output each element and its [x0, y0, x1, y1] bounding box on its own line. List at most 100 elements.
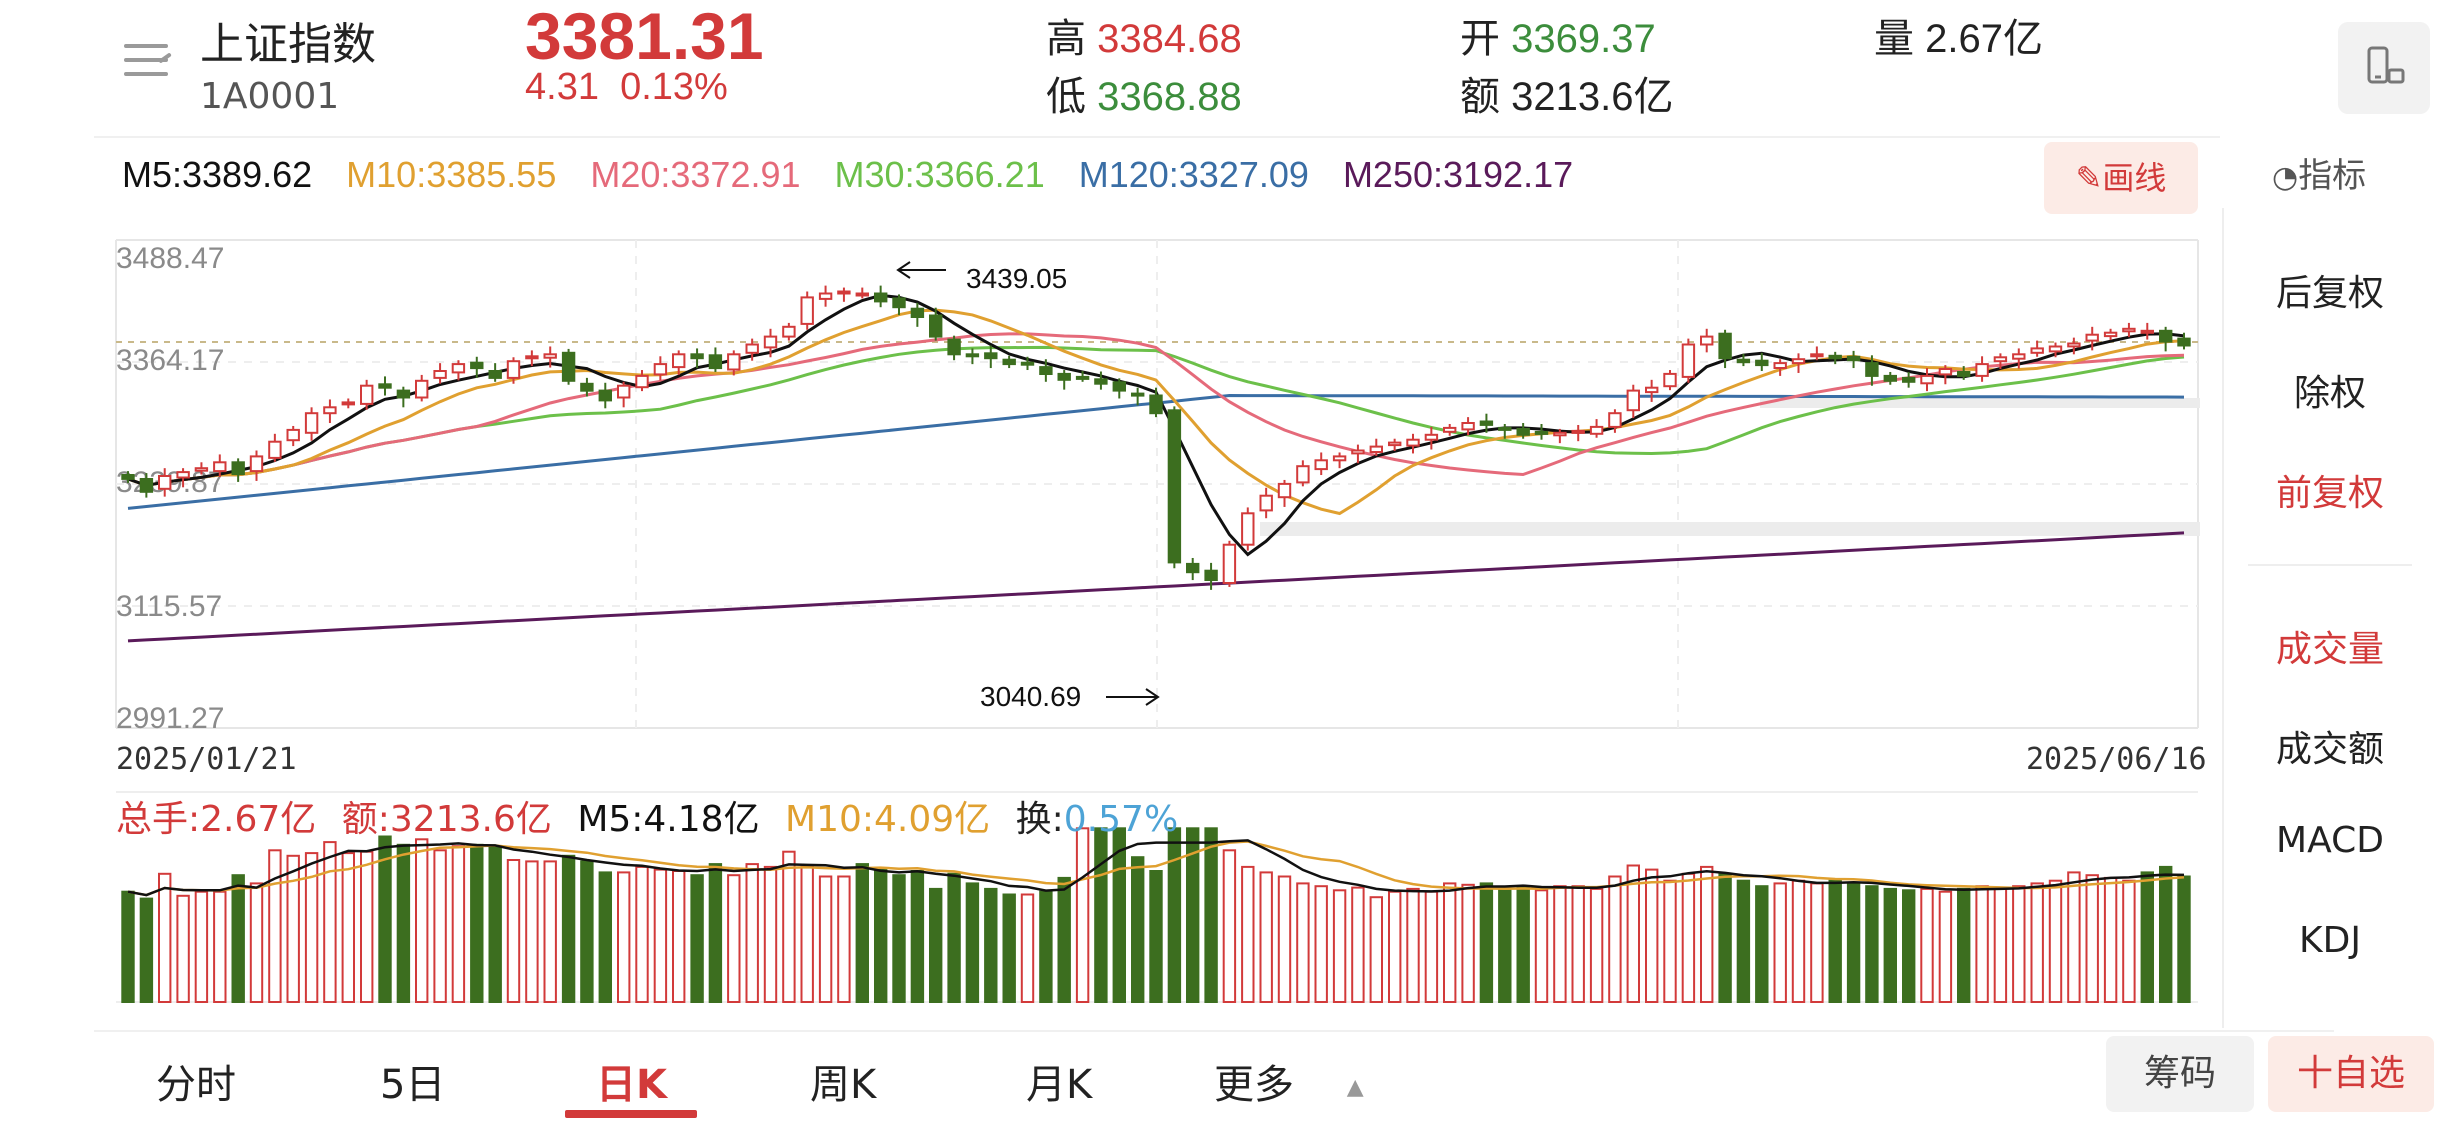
kline-chart[interactable]: 3488.47 3364.17 3239.87 3115.57 2991.27 … — [0, 0, 2222, 1030]
menu-icon[interactable] — [124, 44, 174, 86]
volume-bar — [1112, 827, 1126, 1003]
volume-bar — [451, 845, 466, 1004]
vol-total: 总手:2.67亿 — [116, 799, 317, 840]
volume-bar — [433, 849, 447, 1003]
candle-up — [635, 374, 649, 389]
ma250-line — [127, 531, 2185, 643]
low-field: 低 3368.88 — [1046, 64, 1242, 122]
candle-up — [763, 335, 778, 349]
candle-up — [2067, 342, 2081, 348]
volume-bar — [2103, 876, 2118, 1004]
volume-bar — [874, 868, 888, 1003]
candle-up — [1773, 362, 1787, 370]
volume-bar — [249, 882, 264, 1004]
tab-5day[interactable]: 5日 — [380, 1062, 446, 1108]
volume-bar — [2067, 871, 2081, 1004]
volume-bar — [1700, 865, 1714, 1004]
candle-up — [855, 292, 869, 297]
side-item-back-adjust[interactable]: 后复权 — [2275, 273, 2384, 314]
landscape-button[interactable] — [2338, 22, 2430, 114]
candle-up — [1589, 425, 1604, 435]
volume-bar — [360, 850, 374, 1004]
candle-up — [543, 353, 557, 359]
draw-line-button[interactable]: ✎画线 — [2044, 142, 2198, 214]
ma20-line — [127, 332, 2185, 487]
volume-bar — [965, 882, 980, 1004]
candle-up — [1388, 441, 1402, 447]
draw-line-label: 画线 — [2102, 159, 2167, 197]
candle-up — [837, 290, 851, 295]
amount-value: 3213.6亿 — [1511, 75, 1674, 119]
indicator-button[interactable]: ◔指标 — [2272, 148, 2366, 197]
volume-bar — [158, 872, 172, 1003]
candle-up — [745, 343, 759, 354]
volume-bar — [1443, 882, 1457, 1004]
volume-bar — [947, 872, 961, 1003]
candle-up — [1277, 482, 1292, 499]
high-label: 高 — [1046, 16, 1086, 62]
header-divider — [94, 136, 2220, 138]
volume-bar — [1975, 885, 1989, 1004]
open-value: 3369.37 — [1511, 17, 1656, 61]
side-item-forward-adjust[interactable]: 前复权 — [2275, 473, 2384, 514]
y-tick-label: 3115.57 — [116, 590, 222, 623]
high-field: 高 3384.68 — [1046, 6, 1242, 64]
chips-button[interactable]: 筹码 — [2106, 1036, 2254, 1112]
volume-bar — [323, 841, 337, 1003]
candle-down — [1718, 332, 1732, 360]
vol-ma10: M10:4.09亿 — [785, 799, 991, 840]
candle-down — [1498, 426, 1512, 431]
candle-up — [1443, 426, 1457, 433]
side-item-amount[interactable]: 成交额 — [2275, 729, 2384, 770]
y-tick-label: 3364.17 — [116, 344, 224, 377]
volume-bar — [892, 874, 906, 1004]
side-item-kdj[interactable]: KDJ — [2299, 920, 2361, 961]
volume-bar — [525, 860, 539, 1004]
candle-up — [1993, 356, 2008, 363]
tab-weekly-k[interactable]: 周K — [810, 1062, 877, 1108]
volume-bar — [1057, 876, 1071, 1004]
tab-daily-k[interactable]: 日K — [596, 1062, 667, 1108]
volume-bar — [1920, 887, 1934, 1004]
ma5-value: M5:3389.62 — [122, 154, 313, 195]
price-annotations: 3439.05 3040.69 — [896, 261, 1160, 712]
volume-bar — [1553, 885, 1567, 1004]
add-watchlist-button[interactable]: 十自选 — [2268, 1036, 2434, 1112]
candle-up — [2030, 347, 2044, 354]
volume-bar — [1938, 890, 1953, 1004]
side-item-volume[interactable]: 成交量 — [2275, 629, 2384, 670]
side-item-ex-rights[interactable]: 除权 — [2293, 373, 2366, 414]
y-tick-labels: 3488.47 3364.17 3239.87 3115.57 2991.27 — [116, 242, 224, 735]
volume-bar — [837, 875, 851, 1003]
candle-up — [617, 384, 631, 399]
volume-bar — [1149, 870, 1163, 1003]
candle-down — [1131, 392, 1145, 397]
candle-down — [965, 353, 980, 358]
pencil-icon: ✎ — [2075, 159, 2103, 197]
candle-down — [1755, 359, 1769, 367]
candle-down — [580, 382, 594, 392]
side-item-macd[interactable]: MACD — [2276, 820, 2384, 861]
volume-bar — [580, 860, 594, 1004]
tab-more[interactable]: 更多 ▲ — [1214, 1052, 1364, 1110]
y-tick-label: 3488.47 — [116, 242, 224, 275]
change-percent: 0.13% — [620, 66, 728, 108]
tab-intraday[interactable]: 分时 — [156, 1062, 236, 1108]
volume-bar — [543, 860, 557, 1004]
candle-down — [1057, 372, 1071, 381]
candle-up — [286, 428, 300, 442]
tab-monthly-k[interactable]: 月K — [1026, 1062, 1093, 1108]
quote-header: 上证指数 1A0001 3381.31 4.31 0.13% 高 3384.68… — [0, 0, 2442, 140]
volume-bar — [1424, 890, 1439, 1004]
candle-down — [1075, 375, 1090, 380]
tabs-divider — [94, 1030, 2334, 1032]
candle-up — [1296, 465, 1310, 484]
low-value: 3368.88 — [1097, 75, 1242, 119]
candle-up — [323, 406, 337, 415]
candle-up — [1975, 363, 1989, 377]
volume-bar — [396, 843, 411, 1003]
amount-field: 额 3213.6亿 — [1460, 64, 1673, 122]
volume-legend: 总手:2.67亿 额:3213.6亿 M5:4.18亿 M10:4.09亿 换:… — [116, 790, 1192, 842]
volume-bar — [1094, 827, 1108, 1003]
volume-bar — [1608, 875, 1622, 1003]
